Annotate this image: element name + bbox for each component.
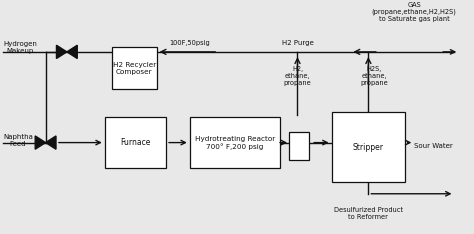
Polygon shape: [46, 136, 56, 149]
Bar: [190, 117, 280, 168]
Text: Stripper: Stripper: [353, 143, 383, 152]
Text: Sour Water: Sour Water: [414, 143, 453, 149]
Text: H2 Purge: H2 Purge: [282, 40, 313, 46]
Text: H2S,
ethane,
propane: H2S, ethane, propane: [360, 66, 388, 86]
Text: Hydrotreating Reactor
700° F,200 psig: Hydrotreating Reactor 700° F,200 psig: [194, 136, 275, 150]
Polygon shape: [35, 136, 46, 149]
Text: Furnace: Furnace: [120, 138, 151, 147]
Text: Naphtha
Feed: Naphtha Feed: [3, 134, 33, 147]
Text: H2 Recycler
Composer: H2 Recycler Composer: [113, 62, 156, 75]
Text: 100F,50psig: 100F,50psig: [169, 40, 210, 46]
Text: Desulfurized Product
to Reformer: Desulfurized Product to Reformer: [334, 207, 403, 219]
Text: Hydrogen
Makeup: Hydrogen Makeup: [3, 41, 37, 54]
Bar: [112, 47, 156, 89]
Polygon shape: [67, 45, 77, 58]
Bar: [105, 117, 166, 168]
Bar: [331, 112, 405, 182]
Bar: [289, 132, 309, 160]
Text: GAS
(propane,ethane,H2,H2S)
to Saturate gas plant: GAS (propane,ethane,H2,H2S) to Saturate …: [372, 2, 456, 22]
Polygon shape: [56, 45, 67, 58]
Text: H2,
ethane,
propane: H2, ethane, propane: [283, 66, 311, 86]
